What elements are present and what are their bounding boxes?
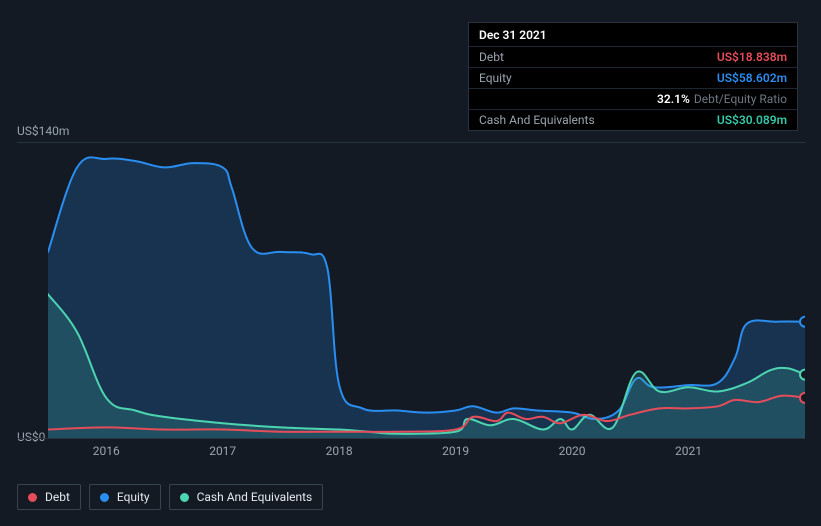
tooltip-row: 32.1% Debt/Equity Ratio xyxy=(469,88,797,109)
legend-dot-icon xyxy=(28,493,37,502)
legend-item-cash[interactable]: Cash And Equivalents xyxy=(169,484,324,510)
tooltip-row-label: Equity xyxy=(479,71,512,85)
y-axis-label-min: US$0 xyxy=(17,430,45,444)
series-end-marker-equity[interactable] xyxy=(800,317,805,327)
legend-item-label: Cash And Equivalents xyxy=(197,490,313,504)
chart-legend: Debt Equity Cash And Equivalents xyxy=(17,484,323,510)
series-end-marker-cash[interactable] xyxy=(800,370,805,380)
tooltip-date: Dec 31 2021 xyxy=(469,23,797,46)
tooltip-row: Cash And Equivalents US$30.089m xyxy=(469,109,797,130)
chart-area: US$140m US$0 2016 2017 2018 2019 2020 2021 xyxy=(17,124,805,514)
legend-item-debt[interactable]: Debt xyxy=(17,484,81,510)
tooltip-ratio-value: 32.1% xyxy=(657,92,690,106)
tooltip-row-value: US$58.602m xyxy=(717,71,787,85)
tooltip-row-value: US$18.838m xyxy=(717,50,787,64)
x-axis-tick-label: 2021 xyxy=(675,444,702,458)
x-axis-tick-label: 2016 xyxy=(93,444,120,458)
legend-item-label: Debt xyxy=(45,490,70,504)
series-end-marker-debt[interactable] xyxy=(800,393,805,403)
x-axis-tick-label: 2018 xyxy=(326,444,353,458)
chart-plot[interactable] xyxy=(48,142,805,442)
y-axis-label-max: US$140m xyxy=(17,124,65,138)
x-axis-tick-label: 2020 xyxy=(559,444,586,458)
legend-dot-icon xyxy=(100,493,109,502)
legend-item-equity[interactable]: Equity xyxy=(89,484,161,510)
tooltip-row-label: Cash And Equivalents xyxy=(479,113,595,127)
tooltip-row: Debt US$18.838m xyxy=(469,46,797,67)
x-axis-tick-label: 2017 xyxy=(209,444,236,458)
legend-dot-icon xyxy=(180,493,189,502)
x-axis-tick-label: 2019 xyxy=(442,444,469,458)
tooltip-row-label: Debt xyxy=(479,50,504,64)
tooltip-row-value: US$30.089m xyxy=(717,113,787,127)
tooltip-row: Equity US$58.602m xyxy=(469,67,797,88)
legend-item-label: Equity xyxy=(117,490,150,504)
tooltip-ratio-label: Debt/Equity Ratio xyxy=(694,92,787,106)
chart-tooltip: Dec 31 2021 Debt US$18.838m Equity US$58.602… xyxy=(468,22,798,131)
